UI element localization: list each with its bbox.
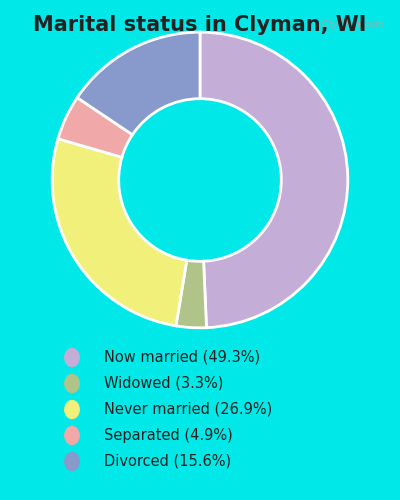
- Wedge shape: [77, 32, 200, 134]
- Text: Divorced (15.6%): Divorced (15.6%): [104, 454, 231, 469]
- Wedge shape: [58, 98, 132, 158]
- Text: Never married (26.9%): Never married (26.9%): [104, 402, 272, 417]
- Wedge shape: [52, 139, 187, 326]
- Text: City-Data.com: City-Data.com: [320, 20, 384, 29]
- Text: Widowed (3.3%): Widowed (3.3%): [104, 376, 223, 391]
- Wedge shape: [200, 32, 348, 328]
- Text: Separated (4.9%): Separated (4.9%): [104, 428, 233, 443]
- Text: Now married (49.3%): Now married (49.3%): [104, 350, 260, 365]
- Wedge shape: [176, 260, 206, 328]
- Text: Marital status in Clyman, WI: Marital status in Clyman, WI: [33, 15, 367, 35]
